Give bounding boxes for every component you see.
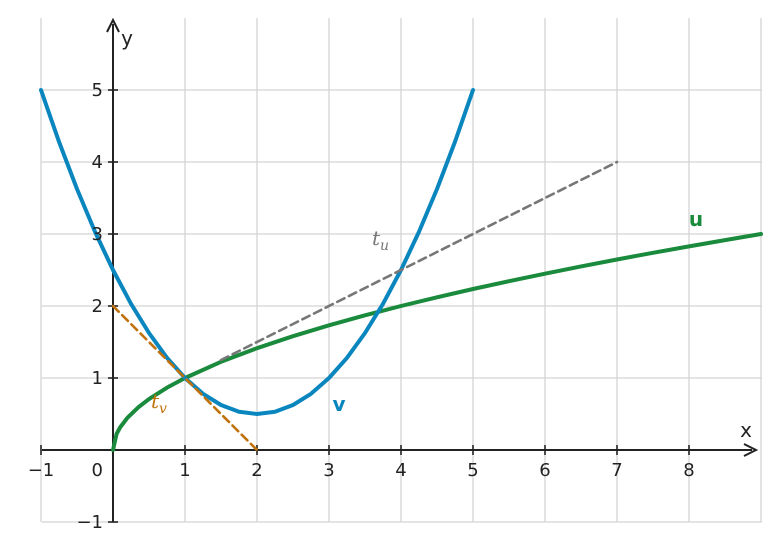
x-tick-label: 6: [539, 460, 550, 481]
x-tick-label: 5: [467, 460, 478, 481]
y-tick-label: 5: [92, 80, 103, 101]
y-axis-arrow-icon: [106, 17, 120, 33]
x-tick-label: −1: [28, 460, 55, 481]
y-tick-label: 1: [92, 368, 103, 389]
series-line-u: [111, 232, 763, 452]
tangent-label-t-v: tv: [151, 389, 167, 417]
x-tick-label: 4: [395, 460, 406, 481]
x-tick-label: 8: [683, 460, 694, 481]
curve-labels: u v tu tv: [151, 207, 703, 417]
series-lines: [39, 88, 763, 452]
x-axis-label: x: [740, 418, 752, 442]
tangent-label-t-u: tu: [372, 226, 389, 254]
origin-label: 0: [92, 460, 103, 481]
series-line-t-v: [111, 304, 259, 452]
x-tick-label: 7: [611, 460, 622, 481]
x-tick-label: 3: [323, 460, 334, 481]
tick-labels: −1 1 2 3 4 5 6 7 8 −1 1 2 3 4 5 0 x y: [28, 26, 752, 533]
series-line-t-u: [219, 160, 619, 362]
curve-label-u: u: [689, 207, 703, 231]
axes: [40, 17, 759, 523]
y-tick-label: 2: [92, 296, 103, 317]
curve-label-v: v: [332, 392, 345, 416]
y-axis-label: y: [121, 26, 133, 50]
y-tick-label: −1: [76, 512, 103, 533]
y-tick-label: 3: [92, 224, 103, 245]
x-axis-arrow-icon: [743, 443, 759, 457]
y-tick-label: 4: [92, 152, 103, 173]
x-tick-label: 1: [179, 460, 190, 481]
x-tick-label: 2: [251, 460, 262, 481]
